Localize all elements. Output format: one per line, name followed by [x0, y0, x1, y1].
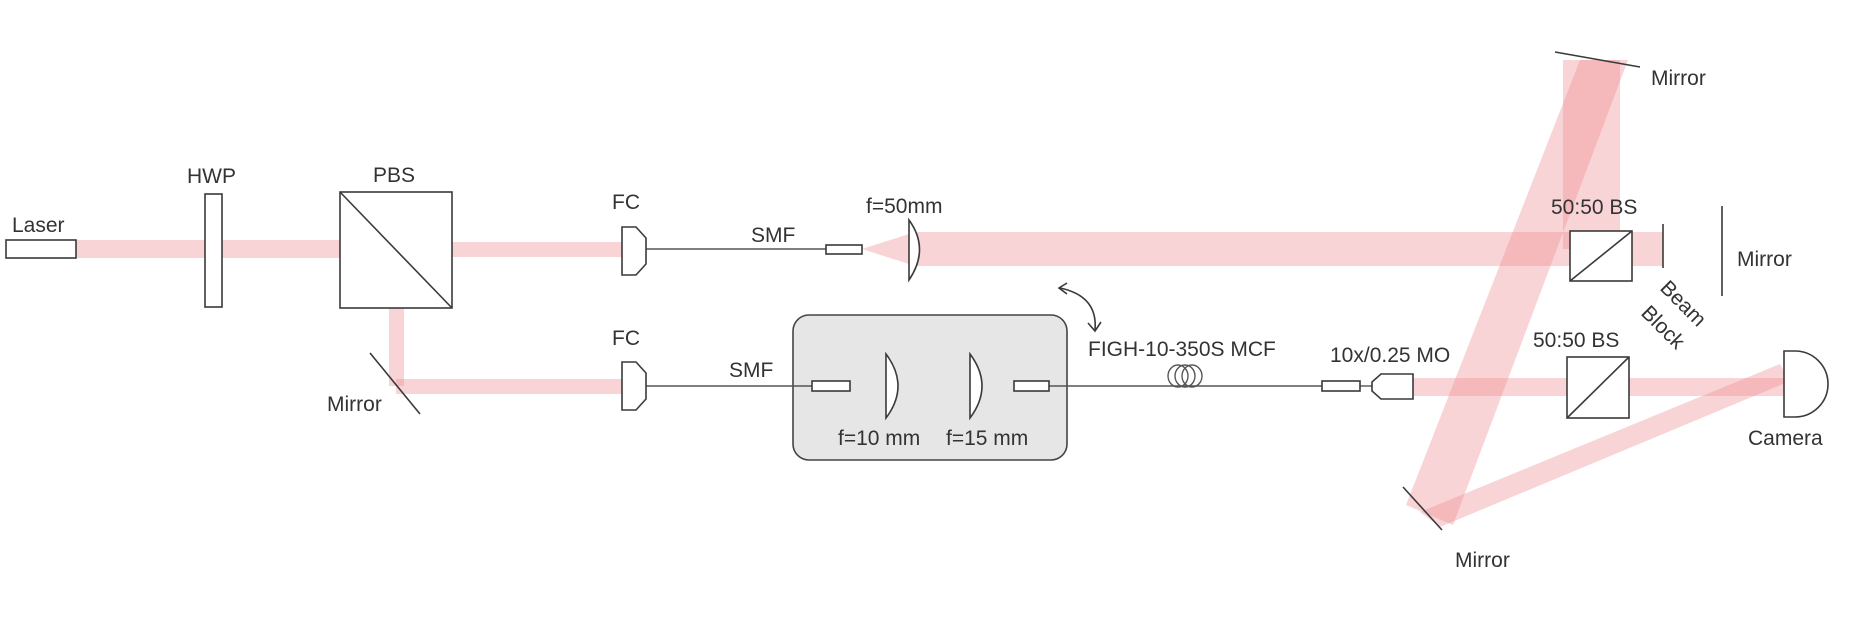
beam-lens50-divergence — [862, 232, 915, 266]
label-mirror-top-right: Mirror — [1651, 67, 1706, 90]
smf-bottom-ferrule — [811, 380, 851, 392]
mirror-top-right — [1554, 51, 1641, 68]
label-bs-bottom: 50:50 BS — [1533, 329, 1619, 352]
label-objective: 10x/0.25 MO — [1330, 344, 1450, 367]
polarizing-beam-splitter — [339, 191, 453, 309]
lens-f15 — [969, 351, 983, 421]
beam-splitter-top — [1569, 230, 1633, 282]
beam-bottom-mirror-to-camera — [1420, 364, 1790, 527]
beam-mirror-to-fc-bottom — [396, 379, 622, 394]
label-mcf: FIGH-10-350S MCF — [1088, 338, 1276, 361]
label-lens-f50: f=50mm — [866, 195, 942, 218]
fiber-coupler-top — [621, 226, 647, 276]
label-mirror-right: Mirror — [1737, 248, 1792, 271]
label-lens-f10: f=10 mm — [838, 427, 920, 450]
mirror-left — [369, 352, 421, 415]
fibers — [646, 248, 1372, 388]
label-mirror-bottom: Mirror — [1455, 549, 1510, 572]
microscope-objective — [1371, 373, 1414, 400]
rotation-arrow-icon — [1057, 282, 1102, 333]
label-mirror-left: Mirror — [327, 393, 382, 416]
smf-top-ferrule — [825, 244, 863, 255]
label-bs-top: 50:50 BS — [1551, 196, 1637, 219]
lens-f10 — [885, 351, 899, 421]
beam-collimated-reference — [915, 232, 1663, 266]
laser-source — [5, 239, 77, 259]
laser-beams — [76, 60, 1790, 527]
label-smf-bottom: SMF — [729, 359, 773, 382]
label-laser: Laser — [12, 214, 65, 237]
beam-top-mirror-to-bottom-mirror — [1406, 60, 1628, 525]
lens-f50 — [908, 217, 921, 283]
label-camera: Camera — [1748, 427, 1823, 450]
mirror-bottom — [1402, 486, 1443, 531]
half-wave-plate — [204, 193, 223, 308]
mcf-coil-icon — [1167, 364, 1203, 388]
mcf-ferrule-end — [1321, 380, 1361, 392]
mcf-ferrule-start — [1013, 380, 1050, 392]
label-hwp: HWP — [187, 165, 236, 188]
label-smf-top: SMF — [751, 224, 795, 247]
coupling-enclosure — [792, 314, 1068, 461]
fiber-coupler-bottom — [621, 361, 647, 411]
label-lens-f15: f=15 mm — [946, 427, 1028, 450]
camera — [1783, 350, 1829, 418]
beam-reference-to-top-mirror — [1563, 60, 1620, 249]
beam-splitter-bottom — [1566, 356, 1630, 419]
label-pbs: PBS — [373, 164, 415, 187]
label-fc-bottom: FC — [612, 327, 640, 350]
label-fc-top: FC — [612, 191, 640, 214]
